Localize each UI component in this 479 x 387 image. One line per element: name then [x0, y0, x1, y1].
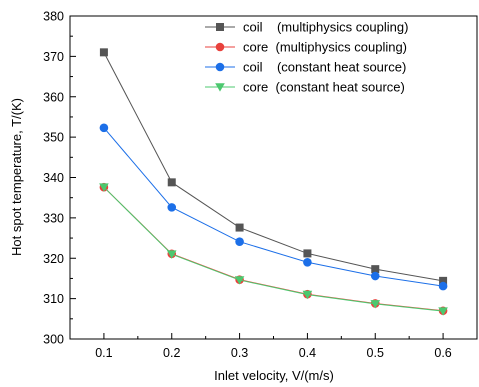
- legend-label: coil (constant heat source): [243, 60, 406, 75]
- x-tick-label: 0.3: [231, 346, 248, 360]
- x-tick-label: 0.2: [163, 346, 180, 360]
- legend-item-0: coil (multiphysics coupling): [205, 20, 408, 35]
- data-point: [371, 265, 380, 274]
- legend-label: core (multiphysics coupling): [243, 40, 407, 55]
- data-point: [370, 300, 381, 309]
- y-tick-label: 380: [43, 10, 64, 24]
- x-tick-label: 0.4: [299, 346, 316, 360]
- y-tick-label: 330: [43, 211, 64, 225]
- x-tick-label: 0.5: [367, 346, 384, 360]
- series-line: [103, 186, 444, 312]
- data-point: [235, 223, 244, 232]
- data-point: [370, 271, 380, 281]
- x-axis-title: Inlet velocity, V/(m/s): [214, 368, 334, 383]
- data-point: [166, 250, 177, 259]
- legend-swatch-marker: [215, 42, 225, 52]
- data-point: [303, 257, 312, 267]
- data-point: [234, 276, 245, 285]
- data-point: [439, 276, 448, 285]
- data-point: [438, 281, 448, 291]
- data-point: [303, 249, 312, 258]
- data-point: [99, 183, 109, 192]
- series-line: [103, 127, 444, 287]
- legend-label: core (constant heat source): [243, 80, 405, 95]
- y-tick-label: 310: [43, 292, 64, 306]
- y-tick-label: 360: [43, 90, 64, 104]
- data-point: [99, 123, 109, 133]
- series-3: [99, 183, 448, 316]
- data-point: [235, 237, 244, 246]
- y-tick-label: 340: [43, 171, 64, 185]
- x-axis-ticks: 0.1 0.2 0.3 0.4 0.5 0.6: [69, 333, 478, 360]
- series-1: [99, 182, 448, 316]
- legend-item-3: core (constant heat source): [205, 80, 405, 95]
- legend-swatch-marker: [215, 83, 225, 92]
- legend-item-2: coil (constant heat source): [205, 60, 406, 75]
- y-axis-ticks: 300 310 320 330 340 350 360 370 380: [43, 10, 76, 347]
- data-point: [167, 178, 176, 187]
- legend-swatch-marker: [215, 62, 225, 72]
- y-tick-label: 350: [43, 131, 64, 145]
- series-line: [103, 186, 444, 312]
- series-line: [103, 52, 444, 282]
- y-tick-label: 370: [43, 50, 64, 64]
- x-tick-label: 0.1: [95, 346, 112, 360]
- series-2: [99, 123, 448, 291]
- data-point: [302, 290, 313, 300]
- data-point: [99, 48, 108, 57]
- data-point: [167, 203, 177, 212]
- legend-label: coil (multiphysics coupling): [243, 20, 408, 35]
- data-point: [438, 307, 448, 316]
- y-tick-label: 300: [43, 333, 64, 347]
- legend-item-1: core (multiphysics coupling): [205, 40, 407, 55]
- x-tick-label: 0.6: [434, 346, 451, 360]
- y-axis-title: Hot spot temperature, T/(K): [9, 98, 24, 256]
- series-0: [99, 48, 448, 285]
- series-layer: [99, 48, 448, 316]
- legend-swatch-marker: [216, 23, 224, 31]
- y-tick-label: 320: [43, 252, 64, 266]
- legend: coil (multiphysics coupling) core (multip…: [205, 20, 408, 95]
